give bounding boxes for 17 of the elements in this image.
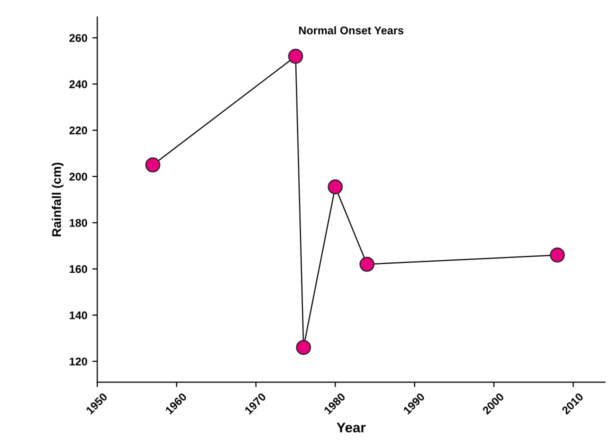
y-axis-title: Rainfall (cm) <box>52 162 64 236</box>
point <box>296 340 312 355</box>
y-tick-label: 160 <box>70 265 88 274</box>
x-axis-title: Year <box>336 422 366 432</box>
y-tick-label: 260 <box>69 34 88 42</box>
point <box>288 48 304 64</box>
point <box>550 248 565 263</box>
text: Normal Onset Years <box>299 26 404 34</box>
point <box>359 256 374 272</box>
y-tick-label: 200 <box>69 172 88 181</box>
y-tick-label: 120 <box>70 358 88 366</box>
point <box>145 157 160 172</box>
y-tick-label: 140 <box>70 311 88 320</box>
y-tick-label: 220 <box>69 126 88 134</box>
y-tick-label: 240 <box>69 80 88 88</box>
y-tick-label: 180 <box>70 218 88 227</box>
point <box>328 179 343 194</box>
